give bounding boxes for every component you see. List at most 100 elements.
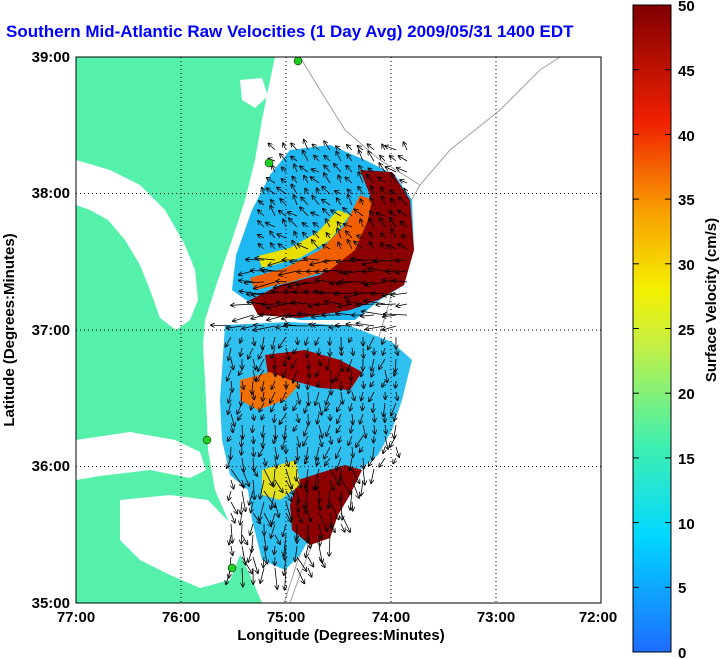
velocity-vector <box>315 336 320 345</box>
velocity-vector <box>264 534 266 550</box>
velocity-vector <box>271 523 276 538</box>
velocity-vector <box>349 336 352 342</box>
velocity-vector <box>262 188 264 195</box>
velocity-vector <box>258 210 265 217</box>
velocity-vector <box>272 512 276 525</box>
velocity-vector <box>368 268 386 272</box>
velocity-vector <box>271 291 287 293</box>
velocity-vector <box>382 380 385 387</box>
velocity-vector <box>311 177 320 184</box>
velocity-vector <box>352 391 355 400</box>
velocity-vector <box>329 501 339 520</box>
velocity-vector <box>379 358 386 369</box>
velocity-vector <box>284 402 286 410</box>
velocity-vector <box>341 358 343 371</box>
velocity-vector <box>293 347 298 354</box>
velocity-vector <box>344 224 353 227</box>
velocity-vector <box>245 282 265 283</box>
radar-station-marker <box>293 57 303 66</box>
velocity-vector <box>336 146 342 150</box>
radar-station-marker <box>264 158 274 168</box>
velocity-vector <box>379 457 386 467</box>
velocity-vector <box>325 457 331 465</box>
velocity-vector <box>293 369 298 383</box>
velocity-vector <box>346 166 353 173</box>
velocity-vector <box>374 260 397 261</box>
colorbar-tick-label: 5 <box>678 580 686 597</box>
y-axis-label: Latitude (Degrees:Minutes) <box>1 233 18 426</box>
velocity-vector <box>392 173 397 184</box>
velocity-vector <box>352 446 353 457</box>
velocity-vector <box>404 189 407 195</box>
radar-station-marker <box>227 563 237 573</box>
velocity-vector <box>258 221 265 228</box>
velocity-vector <box>384 435 388 449</box>
velocity-vector <box>336 446 342 458</box>
velocity-vector <box>304 140 309 151</box>
velocity-vector <box>312 196 320 206</box>
velocity-vector <box>338 175 341 184</box>
velocity-vector <box>307 556 314 567</box>
velocity-vector <box>351 369 352 380</box>
velocity-vector <box>316 446 320 460</box>
velocity-vector <box>381 233 385 239</box>
velocity-vector <box>284 534 286 556</box>
velocity-vector <box>366 325 386 329</box>
velocity-vector <box>295 545 297 562</box>
velocity-vector <box>242 326 254 329</box>
velocity-vector <box>396 304 408 306</box>
velocity-vector <box>330 369 333 383</box>
velocity-vector <box>393 281 408 282</box>
x-axis-label: Longitude (Degrees:Minutes) <box>237 627 445 644</box>
velocity-vector <box>370 198 375 206</box>
velocity-vector <box>351 260 375 261</box>
velocity-vector <box>285 490 291 501</box>
velocity-vector <box>253 413 254 420</box>
velocity-vector <box>302 223 309 228</box>
velocity-vector <box>297 490 299 503</box>
velocity-vector <box>305 402 309 413</box>
velocity-vector <box>296 479 302 488</box>
plot-border <box>75 56 602 604</box>
velocity-vector <box>297 435 300 447</box>
velocity-vector <box>361 479 363 496</box>
velocity-vector <box>358 172 364 184</box>
velocity-vector <box>367 144 375 151</box>
velocity-vector <box>364 301 386 305</box>
velocity-vector <box>348 195 353 206</box>
velocity-vector <box>285 347 289 360</box>
velocity-vector <box>267 178 276 184</box>
velocity-vector <box>276 281 287 282</box>
colorbar-tick-label: 40 <box>678 128 695 145</box>
velocity-vector <box>278 244 287 250</box>
velocity-vector <box>390 218 397 228</box>
velocity-vector <box>253 369 256 381</box>
velocity-vector <box>227 326 243 328</box>
velocity-vector <box>286 457 289 466</box>
velocity-vector <box>307 523 308 543</box>
velocity-vector <box>357 235 364 238</box>
velocity-vector <box>312 240 320 250</box>
y-axis: 39:00 38:00 37:00 36:00 35:00 Latitude (… <box>1 49 70 612</box>
velocity-vector <box>400 180 408 183</box>
velocity-vector <box>297 244 309 250</box>
velocity-vector <box>376 213 386 216</box>
velocity-vector <box>288 212 298 217</box>
velocity-vector <box>312 325 331 326</box>
velocity-vector <box>315 391 320 405</box>
velocity-vector <box>354 209 364 217</box>
velocity-vector <box>337 228 342 239</box>
velocity-vector <box>258 358 265 371</box>
velocity-vector <box>258 235 265 238</box>
velocity-vector <box>270 391 276 403</box>
velocity-vector <box>337 413 342 423</box>
velocity-vector <box>360 446 364 452</box>
velocity-vector <box>253 336 255 345</box>
velocity-vector <box>248 347 254 359</box>
velocity-vector <box>319 501 320 510</box>
velocity-vector <box>267 303 287 308</box>
velocity-vector <box>241 391 242 405</box>
velocity-vector <box>227 457 232 468</box>
velocity-vector <box>231 545 233 555</box>
